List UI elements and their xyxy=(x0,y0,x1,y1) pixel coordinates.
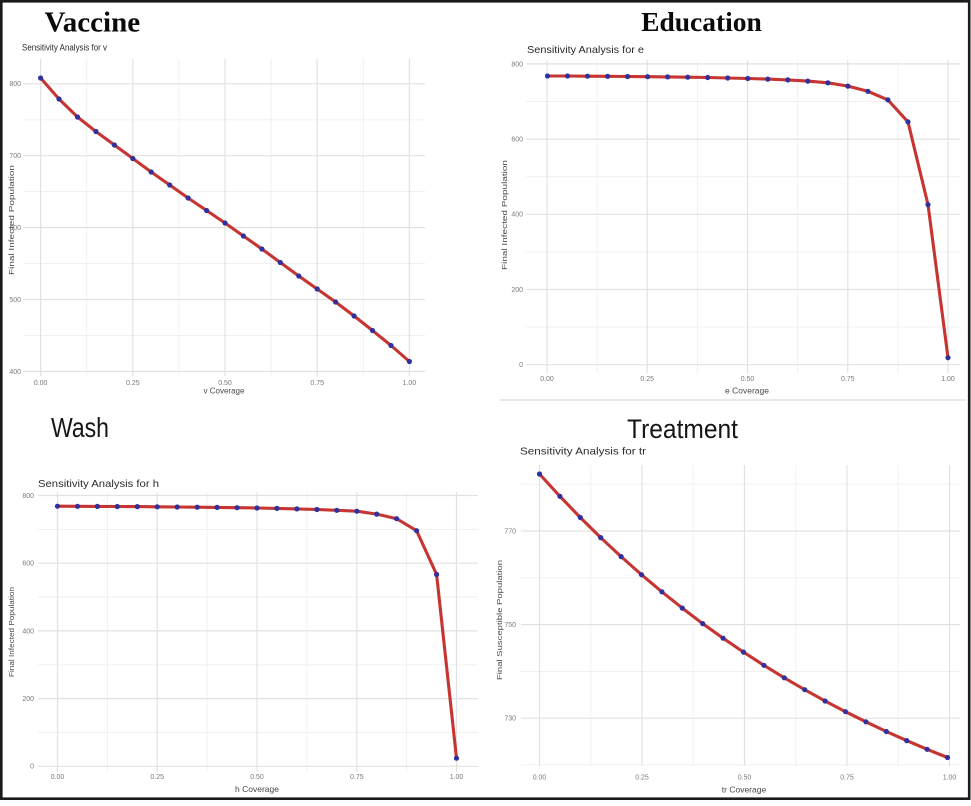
svg-text:400: 400 xyxy=(9,369,21,376)
svg-text:500: 500 xyxy=(9,297,21,304)
svg-text:Sensitivity Analysis for tr: Sensitivity Analysis for tr xyxy=(520,446,647,458)
svg-text:Final Susceptible Population: Final Susceptible Population xyxy=(495,560,504,680)
svg-text:0.75: 0.75 xyxy=(841,376,855,383)
svg-text:400: 400 xyxy=(511,212,523,219)
svg-text:1.00: 1.00 xyxy=(941,376,955,383)
svg-text:0.25: 0.25 xyxy=(126,380,140,387)
svg-text:800: 800 xyxy=(9,81,21,88)
svg-text:0.00: 0.00 xyxy=(34,380,48,387)
svg-text:600: 600 xyxy=(22,561,34,568)
svg-text:0.50: 0.50 xyxy=(250,774,264,781)
svg-text:Sensitivity Analysis for v: Sensitivity Analysis for v xyxy=(22,43,107,54)
svg-text:tr Coverage: tr Coverage xyxy=(722,785,767,795)
svg-text:600: 600 xyxy=(9,225,21,232)
svg-text:0: 0 xyxy=(30,764,34,771)
svg-text:Sensitivity Analysis for e: Sensitivity Analysis for e xyxy=(527,45,644,56)
svg-text:800: 800 xyxy=(22,493,34,500)
svg-text:Vaccine: Vaccine xyxy=(45,7,141,39)
svg-text:0.25: 0.25 xyxy=(635,775,649,782)
svg-text:Wash: Wash xyxy=(51,412,109,443)
svg-text:770: 770 xyxy=(504,528,516,535)
svg-text:200: 200 xyxy=(22,696,34,703)
svg-text:1.00: 1.00 xyxy=(403,380,417,387)
svg-text:Final Infected Population: Final Infected Population xyxy=(7,165,16,275)
svg-text:1.00: 1.00 xyxy=(943,775,957,782)
svg-text:0.00: 0.00 xyxy=(540,376,554,383)
svg-text:0.75: 0.75 xyxy=(350,774,364,781)
svg-text:h Coverage: h Coverage xyxy=(235,784,279,794)
svg-text:700: 700 xyxy=(9,153,21,160)
svg-text:Education: Education xyxy=(641,6,762,37)
svg-text:0.00: 0.00 xyxy=(533,775,547,782)
svg-text:1.00: 1.00 xyxy=(450,774,464,781)
svg-text:Final Infected Population: Final Infected Population xyxy=(500,160,509,270)
svg-text:0.25: 0.25 xyxy=(640,376,654,383)
svg-text:0.75: 0.75 xyxy=(310,380,324,387)
svg-text:Treatment: Treatment xyxy=(627,414,738,444)
svg-text:0: 0 xyxy=(519,362,523,369)
svg-text:0.50: 0.50 xyxy=(741,376,755,383)
svg-text:730: 730 xyxy=(504,716,516,723)
svg-text:200: 200 xyxy=(511,287,523,294)
svg-text:Sensitivity Analysis for h: Sensitivity Analysis for h xyxy=(38,479,159,490)
svg-text:750: 750 xyxy=(504,622,516,629)
svg-text:0.25: 0.25 xyxy=(150,774,164,781)
svg-text:0.75: 0.75 xyxy=(840,775,854,782)
svg-text:400: 400 xyxy=(22,628,34,635)
svg-text:0.50: 0.50 xyxy=(218,380,232,387)
svg-text:800: 800 xyxy=(511,61,523,68)
svg-text:Final Infected Population: Final Infected Population xyxy=(7,587,16,677)
svg-text:600: 600 xyxy=(511,137,523,144)
svg-text:0.00: 0.00 xyxy=(51,774,65,781)
svg-text:v Coverage: v Coverage xyxy=(204,387,245,396)
svg-text:e Coverage: e Coverage xyxy=(725,386,769,396)
svg-text:0.50: 0.50 xyxy=(738,775,752,782)
